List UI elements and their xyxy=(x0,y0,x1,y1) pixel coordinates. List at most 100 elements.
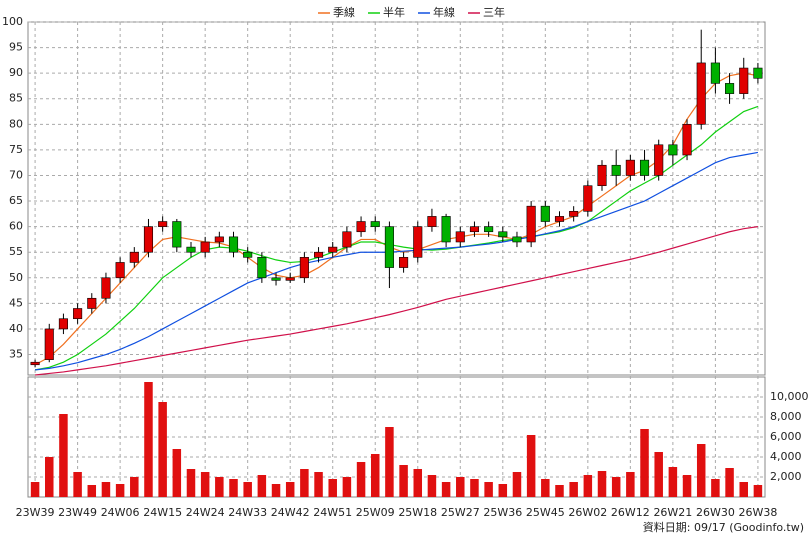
volume-bar xyxy=(356,462,366,497)
volume-bar xyxy=(611,477,621,497)
y-tick-label: 50 xyxy=(9,271,23,284)
candle-body xyxy=(583,185,593,212)
x-tick-label: 26W30 xyxy=(696,506,735,519)
candle-body xyxy=(285,277,295,281)
y-tick-label: 65 xyxy=(9,194,23,207)
candle-body xyxy=(313,251,324,258)
y-tick-label: 10,000 xyxy=(770,390,808,403)
candle-body xyxy=(172,221,182,248)
candle-body xyxy=(413,226,423,258)
volume-bar xyxy=(243,482,252,497)
y-tick-label: 2,000 xyxy=(770,470,802,483)
candle-body xyxy=(682,124,692,156)
x-tick-label: 25W27 xyxy=(441,506,480,519)
volume-bar xyxy=(512,472,522,497)
volume-bar xyxy=(725,468,734,497)
candle-body xyxy=(597,164,607,187)
volume-bar xyxy=(583,475,593,497)
candle-body xyxy=(569,210,579,217)
y-tick-label: 85 xyxy=(9,92,23,105)
y-tick-label: 35 xyxy=(9,348,23,361)
volume-bar xyxy=(484,482,493,497)
volume-bar xyxy=(285,482,295,497)
volume-bar xyxy=(456,477,465,497)
legend-label: 年線 xyxy=(433,5,455,19)
candle-body xyxy=(696,62,706,125)
y-tick-label: 60 xyxy=(9,220,23,233)
volume-bar xyxy=(441,482,451,497)
volume-bar xyxy=(399,465,408,497)
candle-body xyxy=(526,205,536,243)
volume-bar xyxy=(711,479,720,497)
volume-bar xyxy=(172,449,182,497)
x-tick-label: 23W39 xyxy=(16,506,55,519)
x-tick-label: 24W33 xyxy=(228,506,267,519)
volume-bar xyxy=(696,444,706,497)
y-tick-label: 100 xyxy=(2,15,23,28)
candle-body xyxy=(668,144,678,156)
volume-bar xyxy=(59,414,68,497)
candle-body xyxy=(129,251,139,263)
volume-bar xyxy=(144,382,153,497)
ma-line xyxy=(35,226,758,376)
volume-bar xyxy=(186,469,196,497)
volume-bar xyxy=(200,472,210,497)
candle-body xyxy=(243,251,253,258)
candle-body xyxy=(540,205,550,222)
candle-body xyxy=(186,246,196,253)
x-tick-label: 25W36 xyxy=(483,506,522,519)
volume-bar xyxy=(370,454,380,497)
x-tick-label: 24W06 xyxy=(101,506,140,519)
volume-bar xyxy=(300,469,309,497)
candle-body xyxy=(725,83,735,94)
candle-body xyxy=(58,318,68,330)
candle-body xyxy=(710,62,720,84)
candle-body xyxy=(639,159,650,176)
volume-bar xyxy=(101,482,111,497)
candle-body xyxy=(328,246,338,253)
candle-body xyxy=(654,144,664,176)
volume-bar xyxy=(215,477,224,497)
candle-body xyxy=(384,226,394,268)
y-tick-label: 55 xyxy=(9,245,23,258)
x-tick-label: 26W21 xyxy=(653,506,692,519)
candle-body xyxy=(87,297,97,309)
volume-bar xyxy=(271,484,281,497)
volume-bar xyxy=(342,477,352,497)
volume-bar xyxy=(682,475,692,497)
x-tick-label: 26W38 xyxy=(738,506,777,519)
candle-body xyxy=(342,231,352,248)
volume-bar xyxy=(640,429,649,497)
candle-body xyxy=(611,164,621,176)
volume-bar xyxy=(158,402,167,497)
volume-bar xyxy=(30,482,40,497)
volume-bar xyxy=(569,482,578,497)
y-tick-label: 80 xyxy=(9,117,23,130)
y-tick-label: 70 xyxy=(9,168,23,181)
y-tick-label: 6,000 xyxy=(770,430,802,443)
candle-body xyxy=(228,236,239,253)
volume-bar xyxy=(597,471,607,497)
volume-bar xyxy=(130,477,139,497)
candle-body xyxy=(498,231,508,238)
y-tick-label: 8,000 xyxy=(770,410,802,423)
candle-body xyxy=(73,308,83,320)
candle-body xyxy=(427,216,437,227)
volume-bar xyxy=(257,475,267,497)
volume-bar xyxy=(385,427,394,497)
candle-body xyxy=(625,159,635,176)
volume-bar xyxy=(654,452,663,497)
volume-bar xyxy=(73,472,82,497)
candle-body xyxy=(115,262,125,279)
y-tick-label: 90 xyxy=(9,66,23,79)
volume-bar xyxy=(427,475,437,497)
footer: 資料日期: 09/17 (Goodinfo.tw) xyxy=(643,520,804,534)
volume-bar xyxy=(328,479,337,497)
volume-bar xyxy=(541,479,550,497)
x-tick-label: 24W24 xyxy=(186,506,225,519)
x-tick-label: 24W51 xyxy=(313,506,352,519)
candle-body xyxy=(399,257,409,268)
volume-bar xyxy=(413,469,423,497)
candle-body xyxy=(143,226,154,253)
y-tick-label: 95 xyxy=(9,41,23,54)
